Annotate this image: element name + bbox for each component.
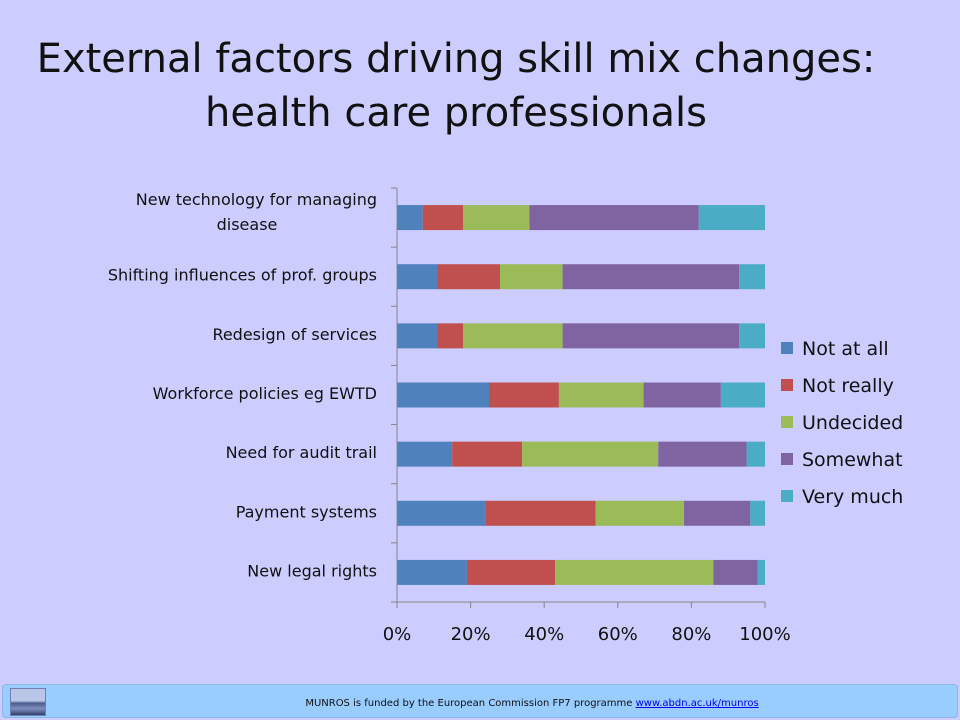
legend-swatch: [781, 416, 793, 428]
bar-segment-not-really: [437, 264, 501, 290]
bar-segment-not-really: [452, 441, 523, 467]
bar-segment-somewhat: [684, 500, 751, 526]
category-label: disease: [217, 215, 278, 234]
bar-segment-not-at-all: [397, 264, 438, 290]
bar-segment-undecided: [595, 500, 685, 526]
bar-segment-very-much: [750, 500, 765, 526]
legend-label: Very much: [802, 486, 903, 508]
bar-segment-very-much: [746, 441, 765, 467]
legend-label: Somewhat: [802, 449, 903, 471]
bars-layer: [397, 205, 765, 585]
category-label: Redesign of services: [212, 325, 377, 344]
bar-segment-not-really: [485, 500, 596, 526]
legend-label: Undecided: [802, 412, 903, 434]
category-label: Shifting influences of prof. groups: [108, 266, 377, 285]
legend-label: Not at all: [802, 338, 889, 360]
bar-segment-very-much: [720, 382, 765, 408]
footer-funding-text: MUNROS is funded by the European Commiss…: [305, 698, 636, 709]
category-label: New technology for managing: [136, 190, 377, 209]
legend-swatch: [781, 379, 793, 391]
x-tick-label: 40%: [524, 624, 564, 645]
category-label: New legal rights: [247, 561, 377, 580]
bar-segment-very-much: [739, 264, 765, 290]
category-label: Need for audit trail: [226, 443, 377, 462]
x-tick-label: 80%: [671, 624, 711, 645]
legend: Not at all Not really Undecided Somewhat Ver…: [781, 338, 903, 508]
bar-segment-not-at-all: [397, 500, 486, 526]
bar-segment-somewhat: [643, 382, 721, 408]
bar-segment-not-really: [422, 205, 464, 231]
bar-segment-undecided: [500, 264, 563, 290]
legend-label: Not really: [802, 375, 894, 397]
x-tick-label: 60%: [598, 624, 638, 645]
footer-bar: MUNROS is funded by the European Commiss…: [2, 684, 958, 718]
bar-segment-undecided: [558, 382, 644, 408]
bar-segment-somewhat: [713, 559, 758, 585]
bar-segment-undecided: [522, 441, 659, 467]
x-tick-label: 100%: [739, 624, 790, 645]
stacked-bar-chart: 0% 20% 40% 60% 80% 100% New technology for man…: [108, 187, 903, 645]
footer-link[interactable]: www.abdn.ac.uk/munros: [635, 698, 759, 709]
bar-segment-somewhat: [658, 441, 747, 467]
bar-segment-not-really: [489, 382, 559, 408]
bar-segment-undecided: [463, 323, 563, 349]
labels-layer: 0% 20% 40% 60% 80% 100% New technology for man…: [108, 190, 791, 645]
bar-segment-very-much: [698, 205, 765, 231]
axes-layer: [391, 187, 766, 608]
slide-title: External factors driving skill mix chang…: [0, 32, 912, 140]
title-line-1: External factors driving skill mix chang…: [36, 36, 876, 82]
footer-text: MUNROS is funded by the European Commiss…: [2, 698, 960, 709]
munros-logo: [10, 688, 46, 716]
bar-segment-somewhat: [529, 205, 699, 231]
bar-segment-undecided: [463, 205, 530, 231]
bar-segment-very-much: [757, 559, 765, 585]
title-line-2: health care professionals: [205, 90, 707, 136]
legend-swatch: [781, 342, 793, 354]
x-tick-label: 0%: [383, 624, 412, 645]
bar-segment-not-really: [437, 323, 464, 349]
bar-segment-somewhat: [562, 264, 740, 290]
bar-segment-very-much: [739, 323, 765, 349]
category-label: Workforce policies eg EWTD: [153, 384, 377, 403]
bar-segment-somewhat: [562, 323, 740, 349]
category-label: Payment systems: [236, 502, 377, 521]
bar-segment-not-at-all: [397, 382, 489, 408]
bar-segment-not-at-all: [397, 441, 453, 467]
x-tick-label: 20%: [451, 624, 491, 645]
legend-swatch: [781, 453, 793, 465]
legend-swatch: [781, 490, 793, 502]
bar-segment-not-at-all: [397, 205, 423, 231]
bar-segment-not-really: [466, 559, 556, 585]
bar-segment-not-at-all: [397, 323, 438, 349]
bar-segment-undecided: [555, 559, 714, 585]
bar-segment-not-at-all: [397, 559, 467, 585]
